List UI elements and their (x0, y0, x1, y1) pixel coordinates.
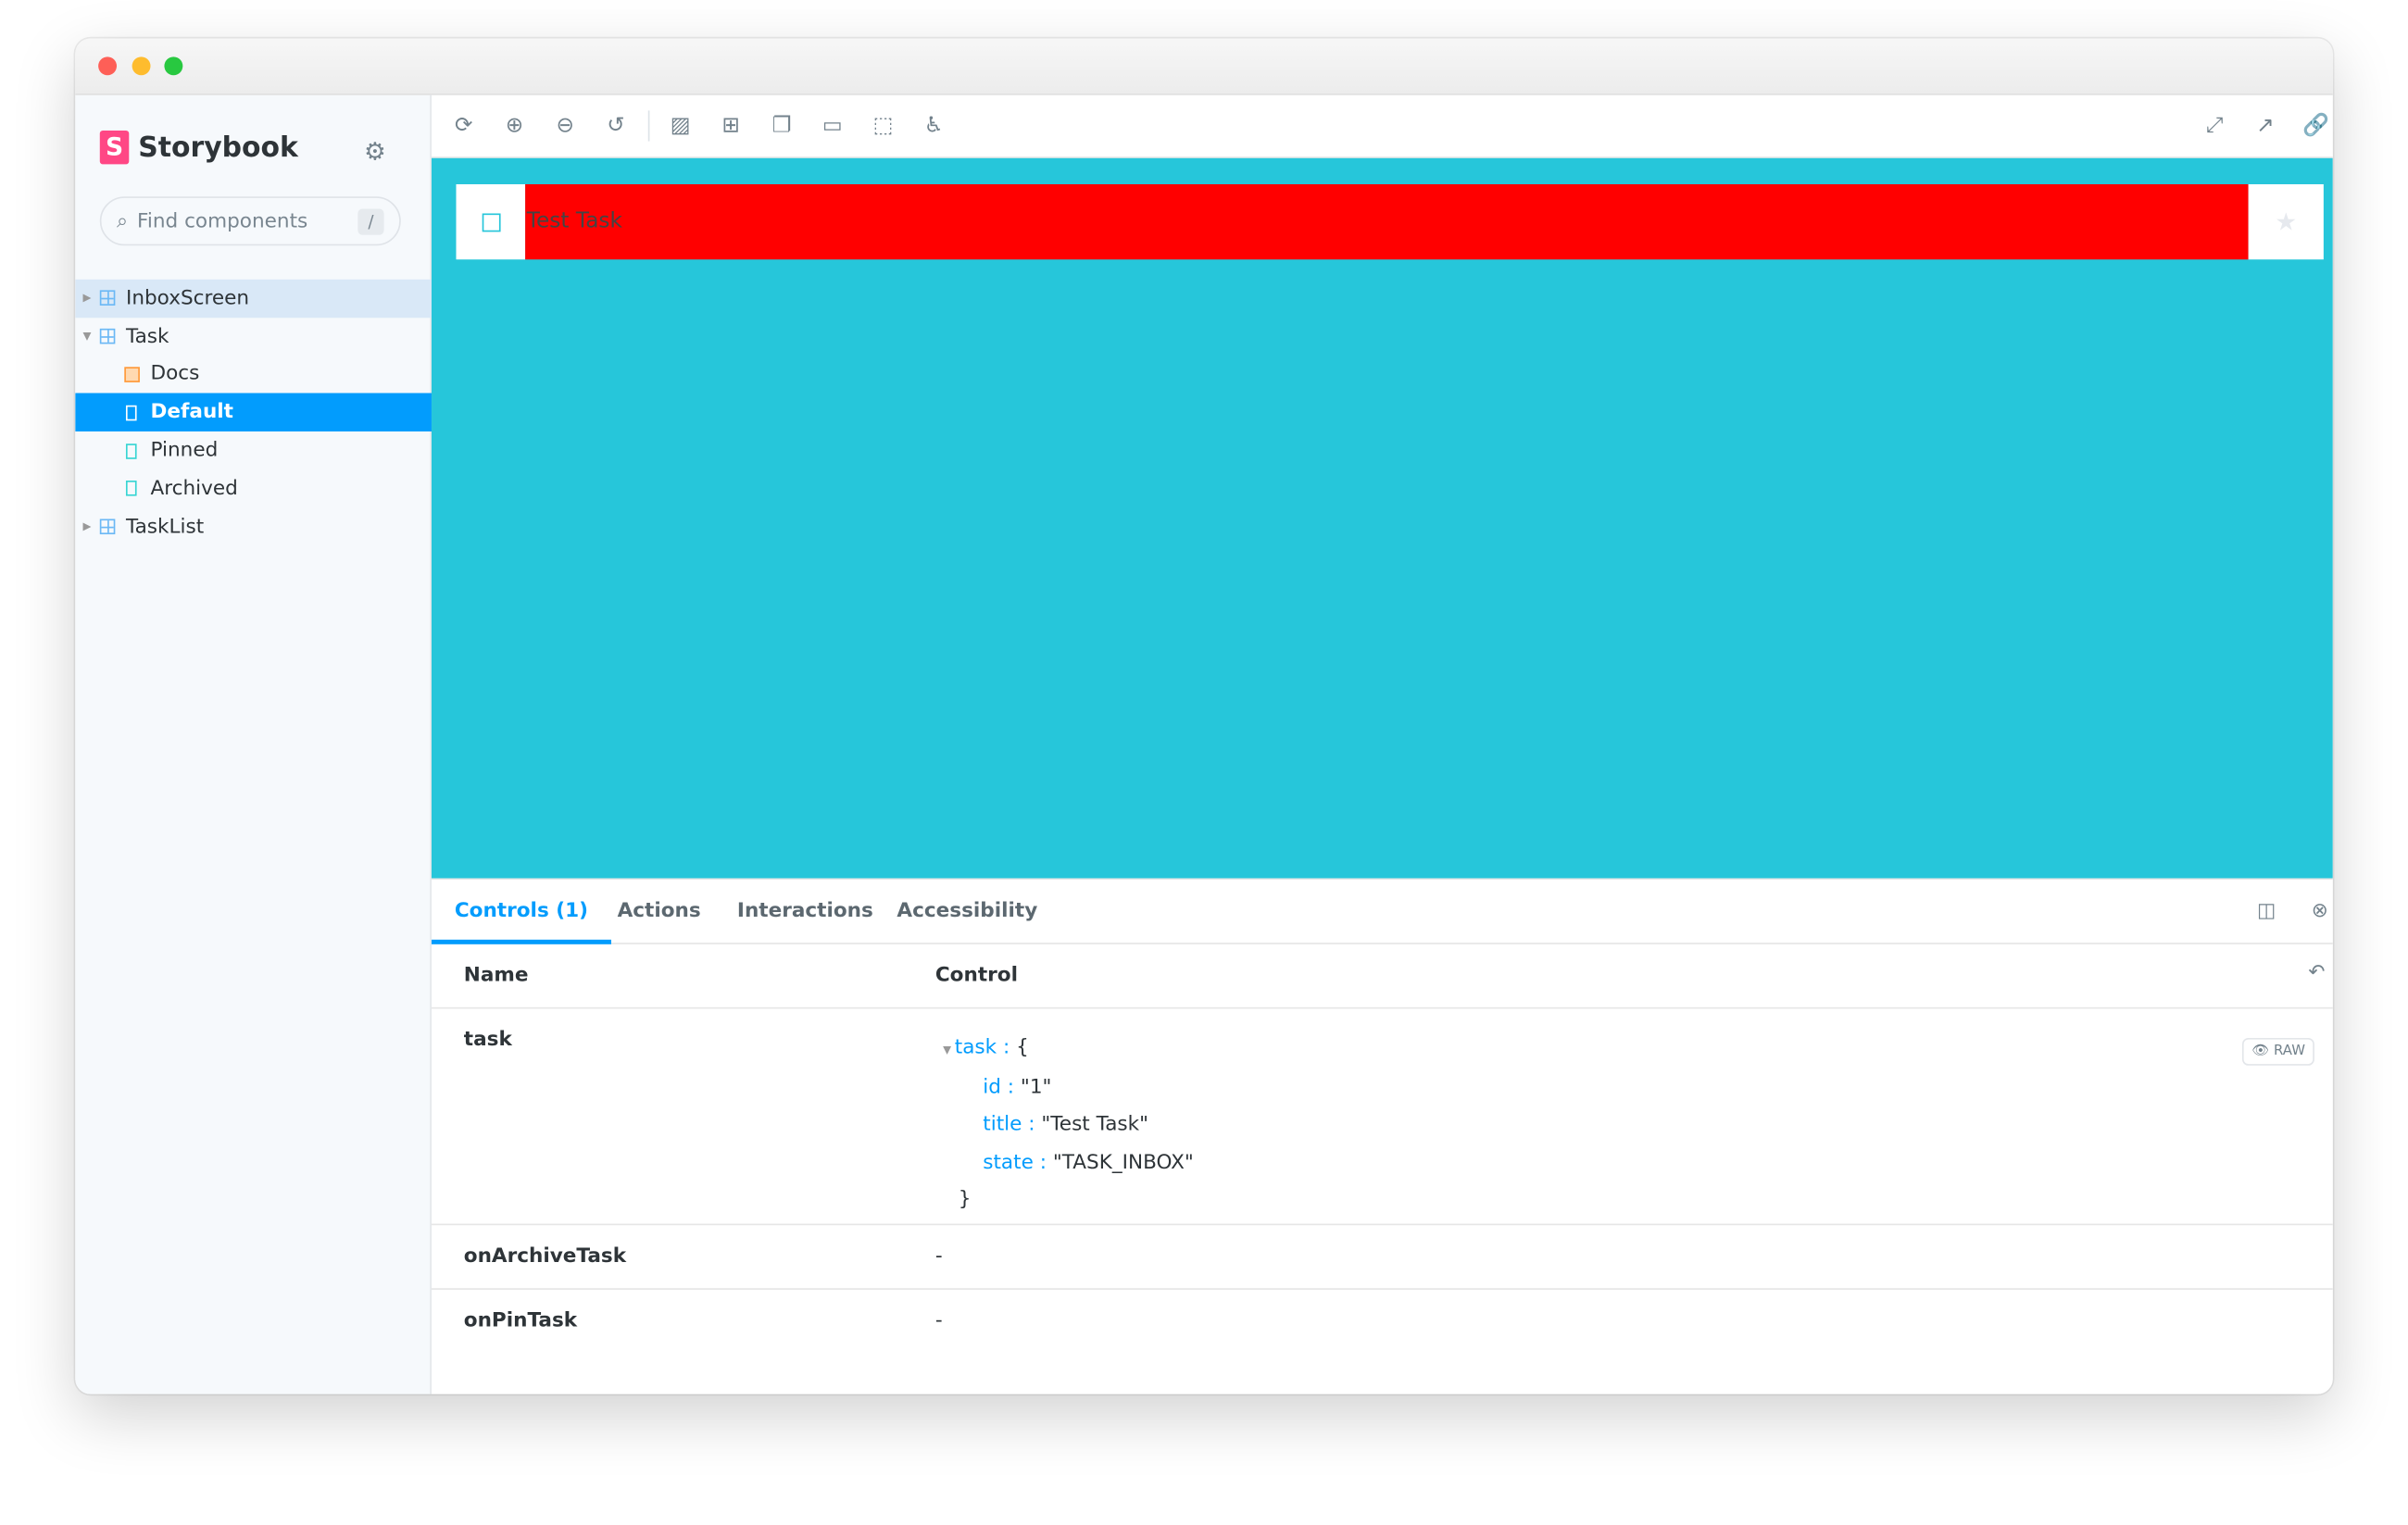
zoom-reset-icon[interactable]: ↺ (607, 113, 625, 139)
sidebar-item-label: Archived (150, 477, 238, 501)
reset-icon[interactable]: ↶ (2308, 961, 2326, 984)
grid-icon[interactable]: ⊞ (721, 113, 741, 139)
task-item: Test Task ★ (456, 183, 2324, 260)
raw-toggle-button[interactable]: 👁 RAW (2242, 1037, 2314, 1066)
link-icon[interactable]: 🔗 (2302, 113, 2330, 139)
close-window-button[interactable] (98, 56, 118, 76)
sidebar-item-archived[interactable]: Archived (75, 469, 432, 507)
accessibility-icon[interactable]: ♿ (923, 113, 944, 139)
sidebar-item-label: Docs (150, 363, 200, 387)
minimize-window-button[interactable] (132, 56, 151, 76)
sidebar-item-default[interactable]: Default (75, 394, 432, 432)
zoom-out-icon[interactable]: ⊖ (556, 113, 574, 139)
sidebar-item-docs[interactable]: Docs (75, 356, 432, 394)
tab-actions[interactable]: Actions (617, 899, 701, 923)
table-row: onPinTask - (432, 1290, 2333, 1355)
caret-right-icon: ▶ (82, 520, 92, 533)
json-key: state (983, 1150, 1034, 1174)
sidebar-item-label: Default (150, 401, 233, 425)
title-bar (75, 38, 2333, 95)
story-tree: ▶ InboxScreen ▼ Task Docs Default Pinned… (75, 279, 432, 546)
panel-layout-icon[interactable]: ◫ (2257, 899, 2276, 923)
json-brace: } (958, 1188, 972, 1212)
sidebar-item-label: TaskList (125, 515, 205, 539)
toolbar-divider (647, 110, 650, 142)
search-placeholder: Find components (137, 209, 308, 233)
sidebar-item-label: Task (125, 325, 169, 348)
tab-interactions[interactable]: Interactions (736, 899, 873, 923)
json-value[interactable]: "TASK_INBOX" (1052, 1150, 1194, 1174)
arg-name: onArchiveTask (463, 1244, 627, 1269)
tab-controls[interactable]: Controls (1) (431, 880, 611, 944)
controls-table-header: Name Control ↶ (431, 944, 2333, 1009)
addon-tabs: Controls (1) Actions Interactions Access… (431, 880, 2333, 944)
search-shortcut: / (357, 207, 384, 234)
sidebar-item-inboxscreen[interactable]: ▶ InboxScreen (75, 279, 432, 318)
object-control[interactable]: ▼ task : { id : "1" title : "Test Task" … (943, 1036, 1194, 1212)
json-key: title (983, 1113, 1022, 1137)
sidebar-item-label: Pinned (150, 439, 219, 463)
json-key: id (983, 1075, 1001, 1099)
checkbox-icon (481, 212, 500, 231)
addons-panel: Controls (1) Actions Interactions Access… (431, 878, 2333, 1394)
sidebar: S Storybook ⚙ ⌕ Find components / ▶ Inbo… (75, 94, 432, 1394)
json-value[interactable]: "Test Task" (1041, 1113, 1149, 1137)
table-row: onArchiveTask - (431, 1225, 2333, 1290)
eye-icon: 👁 (2251, 1044, 2275, 1060)
search-icon: ⌕ (117, 209, 129, 233)
storybook-logo-icon: S (99, 130, 130, 165)
brand-name: Storybook (138, 131, 298, 164)
preview-toolbar: ⟳ ⊕ ⊖ ↺ ▨ ⊞ ❐ ▭ ⬚ ♿ ⤢ ↗ 🔗 (431, 94, 2333, 158)
background-icon[interactable]: ▨ (670, 113, 691, 139)
fullscreen-icon[interactable]: ⤢ (2205, 113, 2224, 139)
arg-name: task (463, 1028, 512, 1052)
storybook-logo[interactable]: S Storybook (99, 130, 298, 165)
viewport-icon[interactable]: ⬚ (872, 113, 894, 139)
component-icon (99, 329, 116, 344)
component-icon (99, 519, 116, 535)
star-icon[interactable]: ★ (2248, 183, 2324, 260)
json-value[interactable]: "1" (1020, 1075, 1052, 1099)
caret-down-icon[interactable]: ▼ (943, 1044, 955, 1056)
gear-icon[interactable]: ⚙ (363, 136, 386, 167)
outline-icon[interactable]: ❐ (771, 113, 792, 139)
tab-accessibility[interactable]: Accessibility (897, 899, 1038, 923)
bookmark-icon (125, 443, 137, 459)
sidebar-item-task[interactable]: ▼ Task (75, 318, 432, 356)
caret-right-icon: ▶ (82, 292, 92, 305)
close-panel-icon[interactable]: ⊗ (2311, 899, 2328, 923)
story-preview: Test Task ★ (431, 157, 2333, 879)
document-icon (124, 367, 140, 382)
arg-control-value: - (934, 1244, 943, 1269)
column-control: Control (934, 964, 1018, 988)
bookmark-icon (125, 481, 137, 497)
sidebar-item-pinned[interactable]: Pinned (75, 431, 432, 469)
component-icon (99, 291, 116, 306)
column-name: Name (463, 964, 529, 988)
search-input[interactable]: ⌕ Find components / (99, 196, 401, 246)
json-key: task (954, 1036, 997, 1060)
arg-name: onPinTask (463, 1309, 578, 1333)
caret-down-icon: ▼ (82, 330, 92, 344)
table-row: task ▼ task : { id : "1" title : "Test T… (431, 1008, 2333, 1226)
maximize-window-button[interactable] (164, 56, 183, 76)
task-title[interactable]: Test Task (525, 183, 2249, 260)
raw-label: RAW (2274, 1044, 2305, 1060)
app-window: S Storybook ⚙ ⌕ Find components / ▶ Inbo… (75, 38, 2333, 1394)
measure-icon[interactable]: ▭ (821, 113, 843, 139)
sync-icon[interactable]: ⟳ (455, 113, 473, 139)
bookmark-icon (125, 405, 137, 420)
sidebar-item-label: InboxScreen (125, 286, 250, 310)
zoom-in-icon[interactable]: ⊕ (505, 113, 524, 139)
open-new-tab-icon[interactable]: ↗ (2256, 113, 2275, 139)
arg-control-value: - (934, 1309, 943, 1333)
json-brace: { (1016, 1036, 1029, 1060)
task-checkbox[interactable] (456, 183, 526, 260)
sidebar-item-tasklist[interactable]: ▶ TaskList (75, 508, 432, 546)
